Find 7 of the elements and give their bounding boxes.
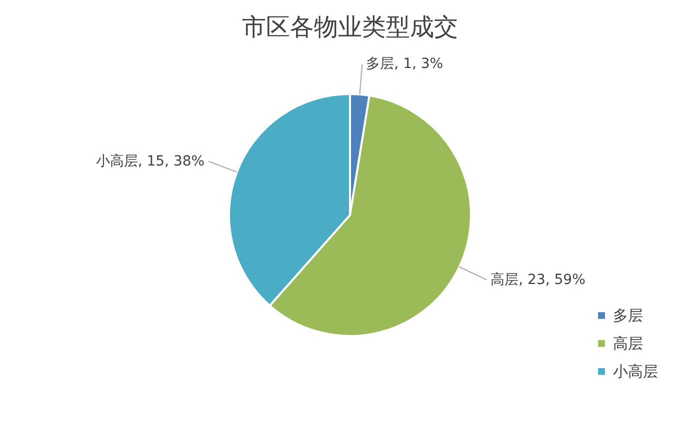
data-label: 多层, 1, 3% [366,56,444,72]
chart-title: 市区各物业类型成交 [242,13,458,41]
data-label: 高层, 23, 59% [490,272,586,288]
legend-label: 多层 [613,306,643,324]
legend-label: 小高层 [613,362,658,380]
data-label: 小高层, 15, 38% [96,153,205,170]
legend-label: 高层 [613,334,643,352]
